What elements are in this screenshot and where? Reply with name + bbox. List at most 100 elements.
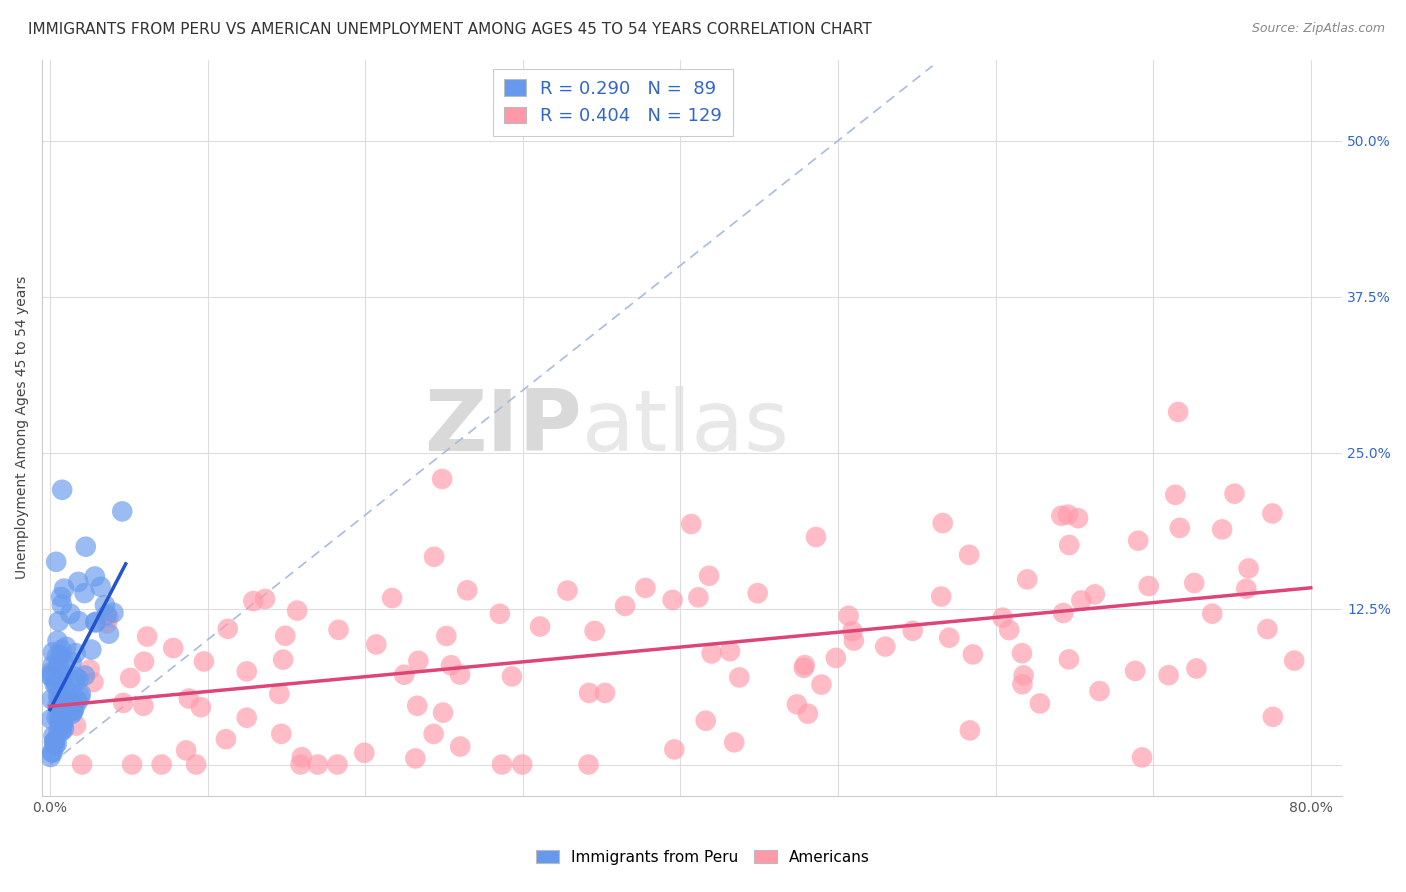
Point	[66, 695, 89, 709]
Point	[957, 548, 980, 562]
Point	[58, 705, 80, 719]
Point	[700, 647, 723, 661]
Point	[63, 701, 86, 715]
Point	[49, 590, 72, 604]
Point	[1088, 684, 1111, 698]
Point	[290, 757, 312, 772]
Point	[1057, 652, 1080, 666]
Point	[46, 633, 69, 648]
Point	[150, 757, 173, 772]
Point	[51, 717, 73, 731]
Point	[41, 745, 63, 759]
Point	[1282, 654, 1305, 668]
Point	[56, 690, 79, 704]
Point	[42, 734, 65, 748]
Point	[991, 610, 1014, 624]
Point	[838, 608, 860, 623]
Point	[70, 687, 93, 701]
Point	[1130, 750, 1153, 764]
Point	[215, 732, 238, 747]
Point	[49, 714, 72, 729]
Point	[84, 615, 107, 629]
Point	[1164, 488, 1187, 502]
Point	[793, 661, 815, 675]
Point	[69, 690, 91, 705]
Point	[42, 746, 65, 760]
Point	[67, 574, 90, 589]
Point	[97, 610, 120, 624]
Point	[52, 717, 75, 731]
Point	[62, 705, 84, 719]
Point	[46, 699, 69, 714]
Point	[1012, 668, 1035, 682]
Point	[39, 750, 62, 764]
Point	[998, 623, 1021, 637]
Point	[271, 652, 294, 666]
Point	[1256, 622, 1278, 636]
Point	[51, 643, 73, 657]
Point	[875, 640, 897, 654]
Point	[578, 686, 600, 700]
Point	[52, 714, 75, 728]
Point	[1223, 486, 1246, 500]
Point	[328, 623, 350, 637]
Point	[254, 592, 277, 607]
Point	[60, 707, 83, 722]
Point	[307, 757, 329, 772]
Point	[53, 706, 76, 721]
Point	[1185, 661, 1208, 675]
Point	[70, 757, 93, 772]
Point	[73, 668, 96, 682]
Point	[578, 757, 600, 772]
Point	[190, 700, 212, 714]
Point	[45, 676, 67, 690]
Point	[97, 626, 120, 640]
Point	[614, 599, 637, 613]
Point	[1067, 511, 1090, 525]
Point	[1123, 664, 1146, 678]
Point	[45, 737, 67, 751]
Point	[1182, 576, 1205, 591]
Point	[132, 655, 155, 669]
Point	[73, 586, 96, 600]
Point	[48, 691, 70, 706]
Point	[48, 614, 70, 628]
Point	[1052, 606, 1074, 620]
Point	[1167, 405, 1189, 419]
Point	[65, 718, 87, 732]
Point	[49, 690, 72, 705]
Point	[48, 722, 70, 736]
Point	[510, 757, 533, 772]
Point	[938, 631, 960, 645]
Text: Source: ZipAtlas.com: Source: ZipAtlas.com	[1251, 22, 1385, 36]
Point	[1011, 646, 1033, 660]
Point	[1201, 607, 1223, 621]
Point	[39, 669, 62, 683]
Point	[434, 629, 457, 643]
Point	[62, 703, 84, 717]
Point	[353, 746, 375, 760]
Point	[661, 593, 683, 607]
Point	[681, 516, 703, 531]
Point	[423, 549, 446, 564]
Point	[959, 723, 981, 738]
Point	[53, 722, 76, 736]
Point	[634, 581, 657, 595]
Point	[82, 675, 104, 690]
Point	[491, 757, 513, 772]
Point	[366, 637, 388, 651]
Point	[53, 682, 76, 697]
Point	[42, 657, 65, 672]
Point	[51, 483, 73, 497]
Point	[49, 714, 72, 729]
Point	[51, 598, 73, 612]
Point	[449, 739, 471, 754]
Point	[422, 727, 444, 741]
Point	[1137, 579, 1160, 593]
Point	[804, 530, 827, 544]
Point	[94, 598, 117, 612]
Point	[90, 580, 112, 594]
Y-axis label: Unemployment Among Ages 45 to 54 years: Unemployment Among Ages 45 to 54 years	[15, 276, 30, 579]
Point	[49, 648, 72, 663]
Point	[664, 742, 686, 756]
